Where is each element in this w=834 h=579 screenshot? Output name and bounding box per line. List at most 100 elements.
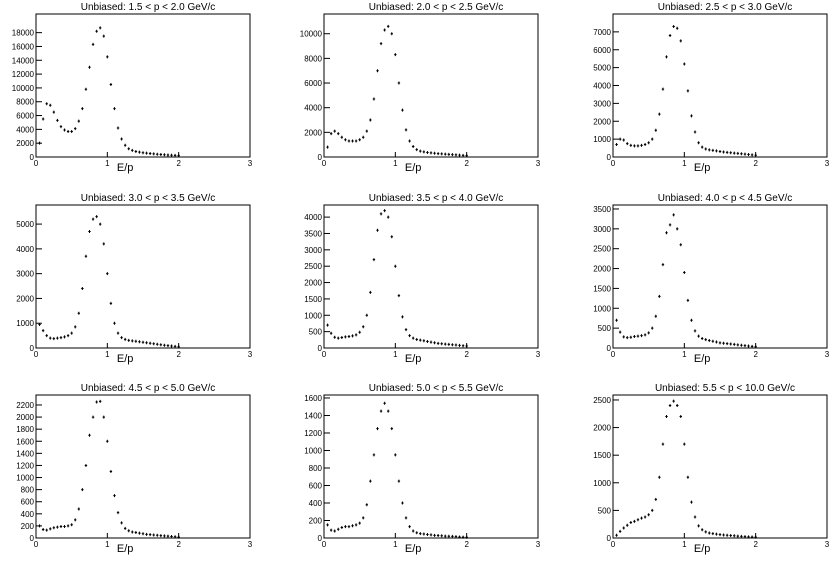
- data-point: [109, 82, 113, 86]
- y-tick-label: 1500: [593, 451, 611, 460]
- x-axis-label: E/p: [405, 353, 422, 365]
- data-point: [444, 152, 447, 156]
- data-point: [163, 534, 166, 538]
- data-point: [66, 524, 70, 528]
- data-point: [690, 318, 693, 322]
- data-point: [84, 463, 88, 467]
- data-point: [70, 331, 73, 335]
- data-point: [138, 340, 141, 344]
- data-point: [145, 532, 148, 536]
- data-point: [436, 341, 440, 345]
- data-point: [387, 24, 390, 28]
- data-point: [647, 331, 650, 335]
- data-point: [436, 534, 440, 538]
- data-point: [102, 34, 105, 38]
- plot-frame: [612, 13, 828, 158]
- data-point: [615, 142, 618, 146]
- data-point: [329, 528, 333, 532]
- data-point: [81, 107, 84, 111]
- data-point: [740, 152, 743, 156]
- data-point: [729, 534, 732, 538]
- data-point: [376, 228, 379, 232]
- y-tick-label: 1500: [304, 295, 322, 304]
- data-point: [672, 25, 675, 29]
- data-point: [170, 344, 173, 348]
- x-tick-label: 2: [176, 540, 181, 549]
- data-point: [693, 130, 697, 134]
- data-point: [66, 129, 70, 133]
- y-tick-label: 10000: [300, 30, 323, 39]
- y-tick-label: 0: [607, 153, 612, 162]
- data-point: [95, 29, 98, 33]
- x-tick-label: 2: [753, 350, 758, 359]
- data-point: [84, 254, 88, 258]
- y-tick-label: 1500: [593, 284, 611, 293]
- data-point: [676, 227, 679, 231]
- data-point: [415, 337, 418, 341]
- data-point: [700, 145, 704, 149]
- data-point: [618, 137, 622, 141]
- y-tick-label: 500: [598, 506, 612, 515]
- data-point: [618, 529, 622, 533]
- data-point: [362, 325, 365, 329]
- data-point: [148, 152, 152, 156]
- y-tick-label: 1000: [16, 319, 34, 328]
- data-point: [134, 531, 138, 535]
- data-point: [141, 151, 145, 155]
- data-point: [95, 400, 98, 404]
- data-point: [658, 112, 661, 116]
- data-point: [351, 524, 354, 528]
- y-tick-label: 500: [598, 324, 612, 333]
- data-point: [725, 342, 729, 346]
- data-point: [159, 153, 163, 157]
- data-point: [88, 433, 91, 437]
- y-tick-label: 1000: [593, 135, 611, 144]
- data-point: [754, 345, 757, 349]
- data-point: [344, 525, 347, 529]
- data-point: [351, 334, 354, 338]
- data-point: [654, 128, 657, 132]
- y-tick-label: 200: [309, 516, 323, 525]
- data-point: [41, 528, 45, 532]
- data-point: [647, 141, 650, 145]
- data-point: [347, 335, 351, 339]
- data-point: [52, 526, 56, 530]
- data-point: [63, 128, 66, 132]
- data-point: [134, 149, 138, 153]
- data-point: [74, 325, 77, 329]
- chart-title: Unbiased: 2.5 < p < 3.0 GeV/c: [658, 2, 793, 13]
- data-point: [77, 119, 80, 123]
- data-point: [733, 151, 736, 155]
- plot-frame: [35, 204, 251, 349]
- data-point: [683, 271, 686, 275]
- y-tick-label: 2000: [593, 424, 611, 433]
- x-tick-label: 3: [248, 350, 253, 359]
- data-point: [636, 334, 640, 338]
- y-tick-label: 4000: [593, 82, 611, 91]
- data-point: [672, 213, 675, 217]
- y-tick-label: 5000: [593, 64, 611, 73]
- x-axis-label: E/p: [694, 543, 711, 555]
- data-point: [59, 125, 63, 129]
- data-point: [444, 342, 447, 346]
- data-point: [145, 341, 148, 345]
- data-point: [718, 149, 722, 153]
- data-point: [99, 399, 102, 403]
- data-point: [120, 336, 123, 340]
- data-point: [56, 118, 59, 122]
- data-point: [722, 341, 725, 345]
- data-point: [362, 135, 365, 139]
- data-point: [59, 525, 63, 529]
- data-point: [700, 336, 704, 340]
- y-tick-label: 2000: [16, 294, 34, 303]
- data-point: [177, 154, 180, 158]
- data-point: [704, 147, 707, 151]
- plot-frame: [35, 394, 251, 539]
- data-point: [70, 129, 73, 133]
- x-tick-label: 1: [393, 159, 398, 168]
- data-point: [379, 212, 383, 216]
- x-tick-label: 0: [611, 540, 616, 549]
- data-point: [633, 519, 636, 523]
- y-tick-label: 1000: [304, 311, 322, 320]
